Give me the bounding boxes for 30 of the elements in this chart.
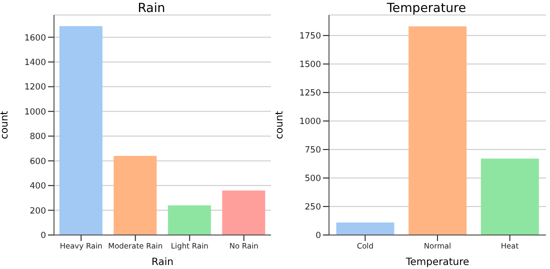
y-tick-label: 750 [304,146,321,156]
y-tick-label: 1500 [299,60,321,70]
y-tick-label: 1400 [24,58,46,68]
y-tick-label: 0 [316,231,321,242]
y-tick-label: 400 [30,182,46,192]
y-tick-label: 1250 [299,88,321,99]
y-tick-label: 1000 [24,107,46,118]
bar [480,158,539,235]
bar [336,222,394,235]
y-tick-label: 1000 [299,117,321,128]
x-axis-title: Temperature [404,257,470,268]
y-tick-label: 1750 [299,32,321,42]
y-tick-label: 0 [40,231,46,242]
bar [408,26,467,235]
y-tick-label: 500 [304,174,321,184]
y-tick-label: 1200 [24,82,46,93]
bar [222,190,266,235]
bar [168,205,211,235]
y-tick-label: 1600 [24,33,46,44]
chart-title: Temperature [386,0,468,15]
y-axis-title: count [274,110,286,140]
bar [114,156,157,235]
chart-title: Rain [136,0,166,15]
bar [59,26,102,235]
y-axis-title: count [0,110,11,140]
x-axis-title: Rain [152,257,174,268]
y-tick-label: 250 [304,202,321,213]
y-tick-label: 600 [30,156,46,167]
y-tick-label: 800 [30,132,46,142]
y-tick-label: 200 [30,206,46,216]
